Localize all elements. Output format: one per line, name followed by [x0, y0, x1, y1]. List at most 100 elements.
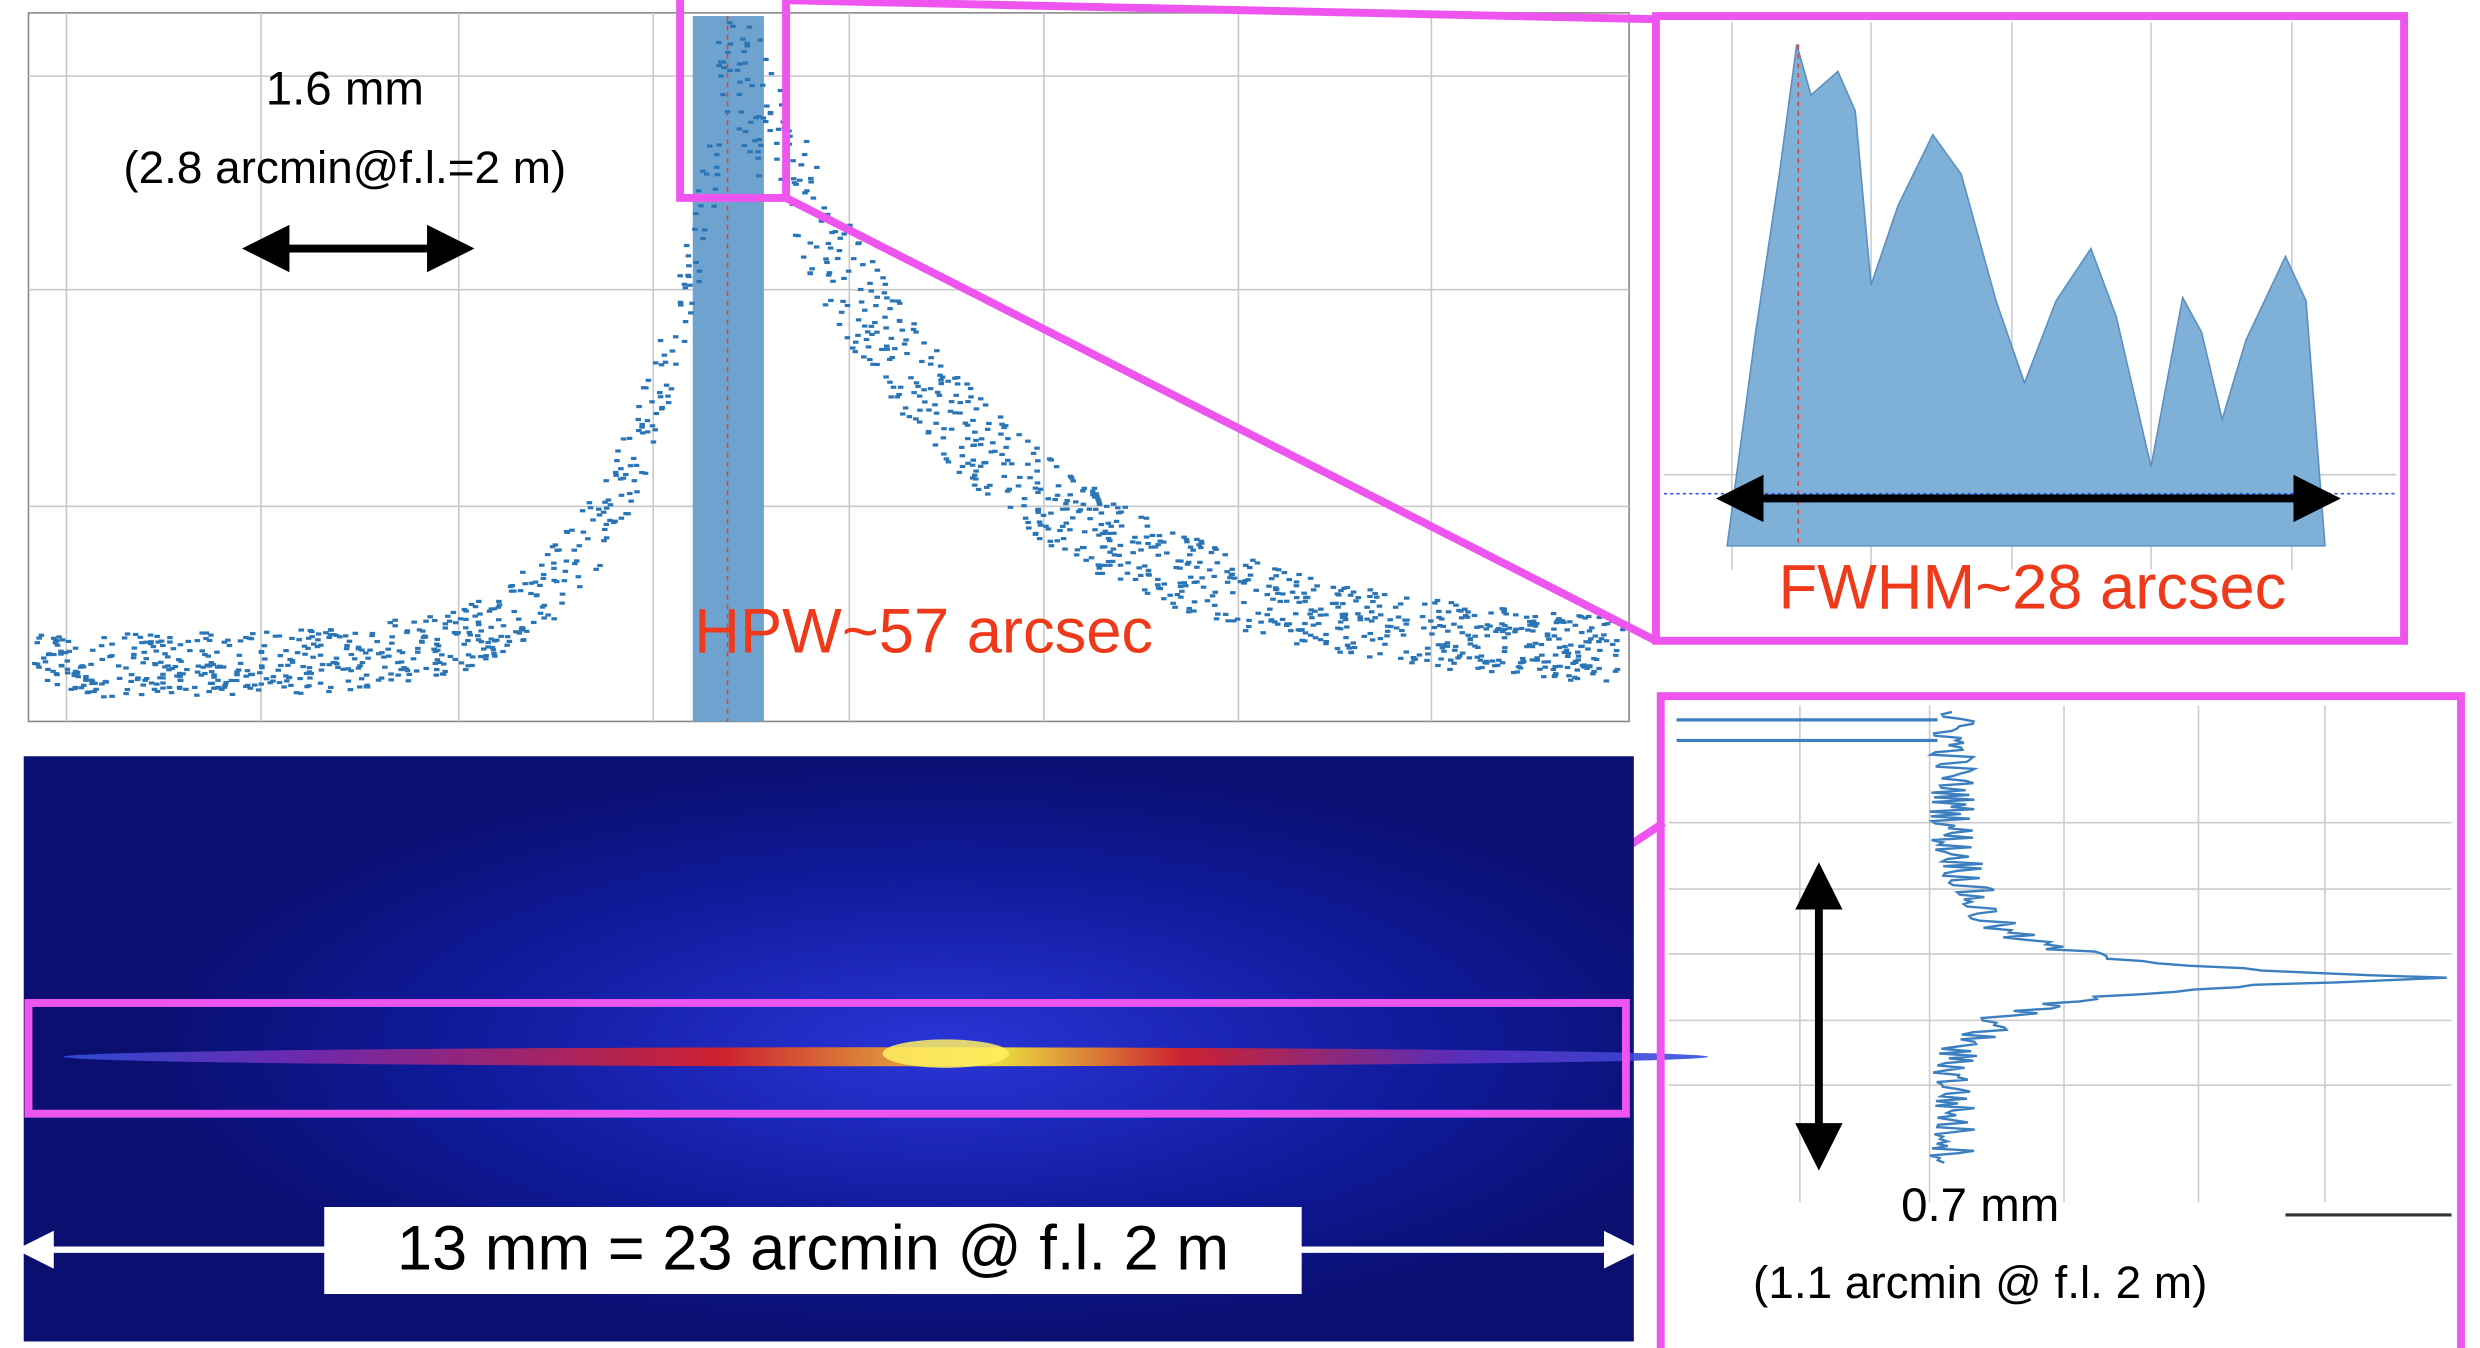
point	[868, 324, 875, 328]
point	[327, 633, 334, 637]
point	[551, 561, 557, 565]
point	[101, 636, 107, 640]
point	[1505, 632, 1511, 636]
point	[1451, 661, 1457, 665]
point	[1346, 646, 1352, 650]
point	[98, 644, 105, 648]
point	[44, 678, 51, 683]
point	[485, 640, 491, 645]
point	[296, 638, 302, 642]
point	[672, 335, 679, 339]
point	[832, 230, 839, 234]
point	[798, 163, 804, 167]
point	[850, 257, 857, 261]
point	[957, 401, 964, 405]
point	[1530, 619, 1537, 623]
point	[725, 50, 731, 54]
point	[1293, 596, 1300, 600]
point	[706, 144, 713, 148]
point	[401, 666, 407, 670]
point	[65, 639, 72, 643]
point	[157, 676, 163, 680]
point	[1419, 615, 1426, 619]
point	[1015, 484, 1022, 488]
point	[639, 470, 645, 475]
point	[433, 673, 440, 677]
point	[1138, 548, 1144, 552]
point	[301, 644, 308, 648]
point	[1344, 585, 1351, 590]
point	[31, 661, 38, 666]
point	[435, 644, 442, 648]
point	[959, 454, 966, 458]
point	[1484, 634, 1491, 638]
point	[511, 589, 517, 593]
point	[165, 664, 171, 668]
point	[490, 648, 497, 652]
point	[1475, 666, 1481, 670]
point	[474, 634, 481, 638]
point	[1604, 622, 1611, 626]
point	[496, 603, 503, 607]
point	[540, 576, 547, 581]
point	[192, 685, 198, 690]
point	[480, 647, 487, 651]
point	[1245, 578, 1251, 582]
point	[1438, 657, 1444, 661]
point	[1079, 545, 1086, 550]
grid	[28, 12, 1630, 722]
point	[310, 655, 316, 659]
point	[1563, 648, 1570, 652]
point	[985, 492, 991, 496]
point	[1436, 615, 1442, 619]
point	[1110, 547, 1117, 551]
point	[1060, 537, 1067, 541]
point	[237, 639, 244, 643]
point	[310, 642, 317, 646]
point	[461, 642, 468, 646]
point	[365, 656, 371, 660]
point	[1143, 535, 1150, 539]
point	[442, 622, 449, 626]
point	[1337, 627, 1344, 631]
point	[64, 667, 71, 671]
point	[998, 432, 1004, 436]
point	[545, 613, 551, 617]
point	[1478, 625, 1484, 629]
point	[881, 291, 888, 295]
point	[147, 642, 154, 646]
point	[1224, 580, 1231, 584]
point	[404, 629, 411, 633]
point	[143, 640, 149, 644]
point	[348, 669, 354, 673]
plot-frame	[27, 12, 1630, 723]
point	[618, 516, 625, 520]
point	[1184, 540, 1190, 544]
point	[1330, 585, 1337, 589]
point	[1459, 651, 1466, 655]
point	[932, 443, 939, 447]
point	[434, 658, 441, 662]
point	[123, 692, 129, 696]
point	[84, 691, 91, 695]
point	[587, 506, 594, 510]
point	[369, 631, 376, 636]
width-note: (1.1 arcmin @ f.l. 2 m)	[1753, 1256, 2207, 1308]
point	[685, 254, 692, 258]
point	[1377, 613, 1384, 617]
point	[1425, 652, 1431, 656]
point	[1035, 507, 1042, 511]
point	[1088, 556, 1095, 560]
point	[556, 548, 562, 552]
point	[1367, 594, 1373, 599]
point	[455, 631, 461, 635]
point	[841, 232, 847, 236]
point	[307, 628, 314, 633]
point	[617, 477, 624, 481]
point	[1187, 553, 1193, 557]
point	[1241, 581, 1247, 585]
point	[134, 677, 141, 682]
point	[938, 378, 944, 382]
point	[52, 638, 59, 643]
point	[1095, 497, 1101, 501]
